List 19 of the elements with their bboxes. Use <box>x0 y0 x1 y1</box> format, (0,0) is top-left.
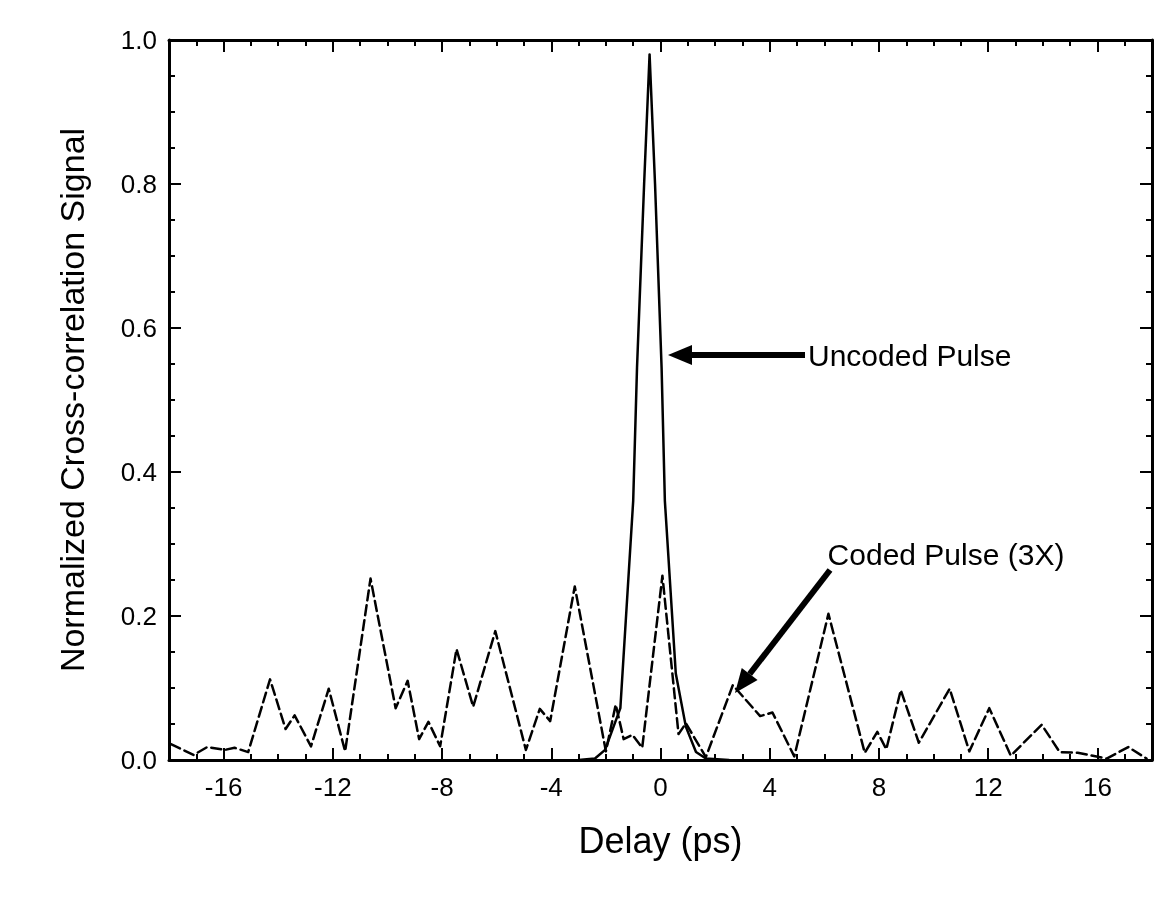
y-tick-label: 0.4 <box>120 457 157 487</box>
x-tick-label: -4 <box>539 772 563 802</box>
x-tick-label: -12 <box>314 772 352 802</box>
y-tick-label: 0.8 <box>120 169 157 199</box>
x-tick-label: 4 <box>762 772 777 802</box>
x-tick-label: 16 <box>1082 772 1112 802</box>
annotation: Uncoded Pulse <box>808 338 1012 372</box>
x-tick-label: 12 <box>973 772 1003 802</box>
x-tick-label: 0 <box>653 772 668 802</box>
x-axis-title: Delay (ps) <box>578 819 743 861</box>
y-axis-title: Normalized Cross-correlation Signal <box>53 127 91 673</box>
y-tick-label: 0.2 <box>120 601 157 631</box>
x-tick-label: 8 <box>871 772 887 802</box>
y-tick-label: 0.0 <box>120 745 157 775</box>
y-tick-label: 0.6 <box>120 313 157 343</box>
annotation: Coded Pulse (3X) <box>827 537 1065 571</box>
x-tick-label: -16 <box>204 772 243 802</box>
x-tick-label: -8 <box>430 772 454 802</box>
y-tick-label: 1.0 <box>120 25 157 55</box>
